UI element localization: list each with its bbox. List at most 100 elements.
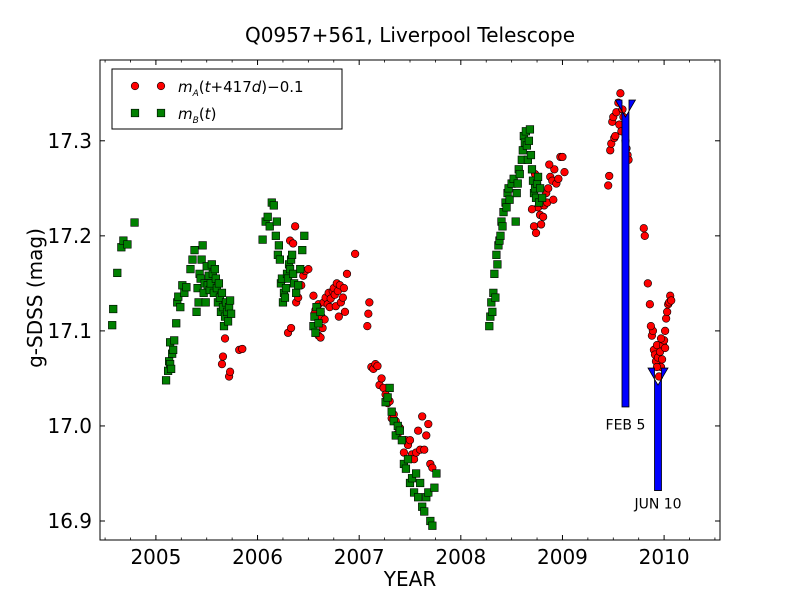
data-point-b bbox=[416, 478, 425, 488]
data-point-b bbox=[505, 195, 514, 204]
data-point-a bbox=[643, 279, 652, 288]
data-point-b bbox=[424, 488, 433, 497]
data-point-a bbox=[531, 228, 541, 238]
data-point-b bbox=[491, 293, 500, 302]
data-point-b bbox=[296, 265, 305, 274]
data-point-b bbox=[414, 493, 423, 502]
data-point-a bbox=[661, 326, 670, 335]
data-point-b bbox=[428, 521, 437, 530]
data-point-b bbox=[493, 260, 502, 269]
data-point-b bbox=[488, 307, 497, 316]
data-point-a bbox=[606, 146, 615, 155]
data-point-b bbox=[294, 281, 303, 290]
data-point-b bbox=[432, 469, 441, 478]
data-point-b bbox=[298, 245, 307, 255]
data-point-a bbox=[661, 343, 670, 353]
x-tick-label: 2010 bbox=[639, 545, 690, 569]
y-tick-label: 17.1 bbox=[47, 319, 92, 343]
data-point-b bbox=[176, 303, 185, 312]
data-point-b bbox=[108, 321, 117, 330]
data-point-a bbox=[220, 334, 230, 343]
data-point-b bbox=[397, 436, 406, 445]
axis-ticks: 2005 2006 2007 2008 2009 2010 16.9 17.0 17.1 17.2… bbox=[47, 60, 720, 569]
data-point-b bbox=[172, 319, 181, 328]
data-point-b bbox=[130, 218, 139, 227]
data-point-b bbox=[188, 255, 197, 264]
x-tick-label: 2007 bbox=[334, 545, 385, 569]
data-point-a bbox=[544, 184, 553, 193]
data-point-b bbox=[201, 298, 210, 307]
data-point-b bbox=[198, 241, 207, 250]
data-point-a bbox=[424, 419, 433, 429]
data-point-a bbox=[217, 360, 227, 369]
chart-title: Q0957+561, Liverpool Telescope bbox=[245, 23, 575, 47]
data-point-b bbox=[265, 222, 274, 231]
data-point-b bbox=[275, 255, 285, 264]
data-point-a bbox=[645, 300, 654, 309]
data-point-b bbox=[395, 426, 404, 435]
data-point-b bbox=[383, 393, 392, 402]
data-point-a bbox=[418, 412, 427, 421]
data-point-a bbox=[604, 181, 613, 190]
data-point-b bbox=[292, 288, 301, 297]
data-point-b bbox=[411, 469, 421, 478]
data-point-b bbox=[192, 307, 201, 316]
data-point-b bbox=[109, 304, 118, 314]
data-point-a bbox=[662, 314, 671, 323]
data-point-a bbox=[405, 436, 415, 445]
data-point-a bbox=[342, 269, 352, 278]
data-point-b bbox=[197, 255, 206, 264]
data-point-a bbox=[616, 89, 625, 98]
data-point-a bbox=[554, 174, 563, 183]
data-point-b bbox=[283, 274, 293, 283]
data-point-b bbox=[193, 284, 202, 293]
data-point-a bbox=[550, 165, 559, 174]
data-point-b bbox=[533, 172, 543, 182]
data-point-b bbox=[194, 298, 203, 307]
data-point-b bbox=[535, 184, 545, 193]
data-point-b bbox=[403, 455, 413, 464]
data-point-a bbox=[338, 293, 348, 302]
data-point-b bbox=[206, 279, 215, 288]
data-point-b bbox=[214, 279, 224, 288]
data-point-a bbox=[414, 426, 423, 435]
y-tick-label: 17.2 bbox=[47, 224, 92, 248]
data-point-b bbox=[113, 268, 122, 278]
data-point-b bbox=[485, 322, 494, 331]
data-point-a bbox=[364, 309, 373, 318]
x-axis-label: YEAR bbox=[383, 567, 437, 591]
legend-marker-b bbox=[156, 108, 166, 118]
data-point-b bbox=[511, 217, 520, 226]
data-point-b bbox=[167, 364, 176, 374]
legend-marker-b bbox=[130, 108, 140, 118]
annotation-arrow bbox=[614, 99, 637, 408]
legend: mA(t+417d)−0.1 mB(t) bbox=[111, 68, 343, 130]
data-point-b bbox=[496, 231, 505, 240]
data-point-b bbox=[271, 231, 280, 240]
data-point-b bbox=[300, 231, 309, 240]
data-point-a bbox=[373, 361, 382, 371]
legend-box bbox=[111, 68, 343, 130]
x-tick-label: 2008 bbox=[435, 545, 486, 569]
data-point-b bbox=[524, 136, 534, 145]
data-point-b bbox=[316, 307, 325, 316]
data-point-a bbox=[539, 212, 548, 221]
data-point-a bbox=[238, 344, 247, 354]
data-point-b bbox=[223, 317, 233, 326]
data-point-a bbox=[527, 205, 537, 214]
data-point-a bbox=[225, 367, 235, 376]
data-point-a bbox=[605, 171, 614, 181]
data-point-b bbox=[513, 179, 522, 188]
annotation-label: JUN 10 bbox=[633, 497, 681, 513]
y-tick-label: 17.0 bbox=[47, 414, 92, 438]
plot-area bbox=[108, 89, 676, 530]
data-point-a bbox=[289, 239, 298, 248]
x-tick-label: 2009 bbox=[537, 545, 588, 569]
data-point-b bbox=[161, 376, 171, 385]
data-point-a bbox=[340, 307, 350, 316]
data-point-a bbox=[639, 224, 648, 233]
data-point-a bbox=[549, 195, 558, 204]
data-point-a bbox=[663, 307, 672, 316]
data-point-a bbox=[365, 298, 374, 307]
data-point-a bbox=[545, 160, 554, 169]
